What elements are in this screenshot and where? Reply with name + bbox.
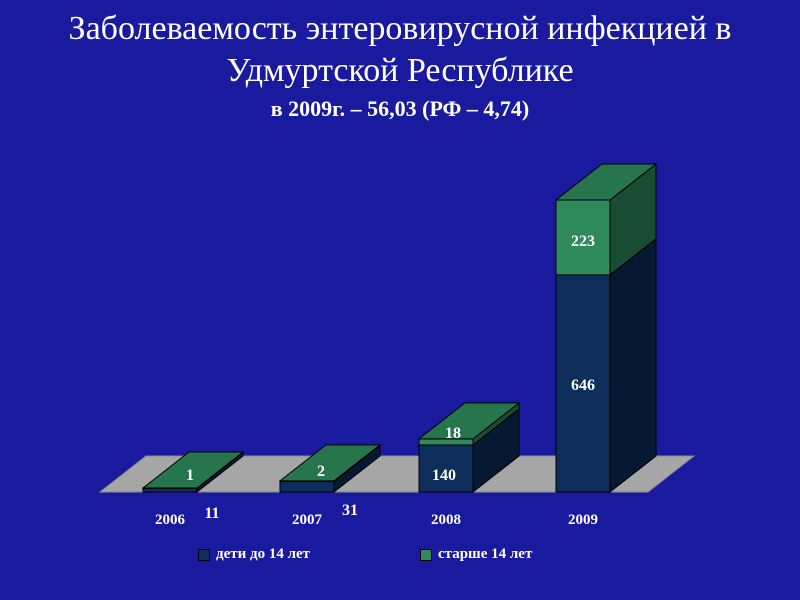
chart-subtitle: в 2009г. – 56,03 (РФ – 4,74) xyxy=(270,96,530,121)
title-line-1: Заболеваемость энтеровирусной инфекцией … xyxy=(68,10,732,47)
legend-swatch-older xyxy=(420,548,432,561)
x-tick-label-2006: 2006 xyxy=(155,512,186,528)
x-tick-label-2009: 2009 xyxy=(568,512,598,528)
data-label-2007-children: 31 xyxy=(342,502,358,519)
bar-2008-children-front xyxy=(418,444,474,493)
chart-title: Заболеваемость энтеровирусной инфекцией … xyxy=(0,8,800,92)
bar-2009-top xyxy=(554,163,658,201)
x-tick-label-2007: 2007 xyxy=(292,512,323,528)
data-label-2008-older: 18 xyxy=(445,425,461,442)
data-label-2008-children: 140 xyxy=(432,467,456,484)
data-label-2009-older: 223 xyxy=(571,233,595,250)
data-label-2006-older: 1 xyxy=(186,467,194,484)
bar-2009-older-front xyxy=(555,199,611,276)
bar-2009-children-side xyxy=(609,237,657,494)
data-label-2006-children: 11 xyxy=(204,505,219,522)
data-label-2007-older: 2 xyxy=(317,463,325,480)
bar-2009-children-front xyxy=(555,274,611,493)
legend-label-older: старше 14 лет xyxy=(438,546,533,562)
bar-2007-children-front xyxy=(279,481,335,493)
legend-swatch-children xyxy=(198,548,210,561)
legend-item-older: старше 14 лет xyxy=(420,546,532,563)
chart-legend: дети до 14 лет старше 14 лет xyxy=(0,546,800,568)
bar-2008-top xyxy=(417,402,521,440)
legend-label-children: дети до 14 лет xyxy=(216,546,311,562)
x-tick-label-2008: 2008 xyxy=(431,512,461,528)
bar-2007-top xyxy=(278,444,382,482)
title-line-2: Удмуртской Республике xyxy=(226,52,574,89)
legend-item-children: дети до 14 лет xyxy=(198,546,310,563)
data-label-2009-children: 646 xyxy=(571,377,595,394)
bar-2006-top xyxy=(141,451,245,489)
